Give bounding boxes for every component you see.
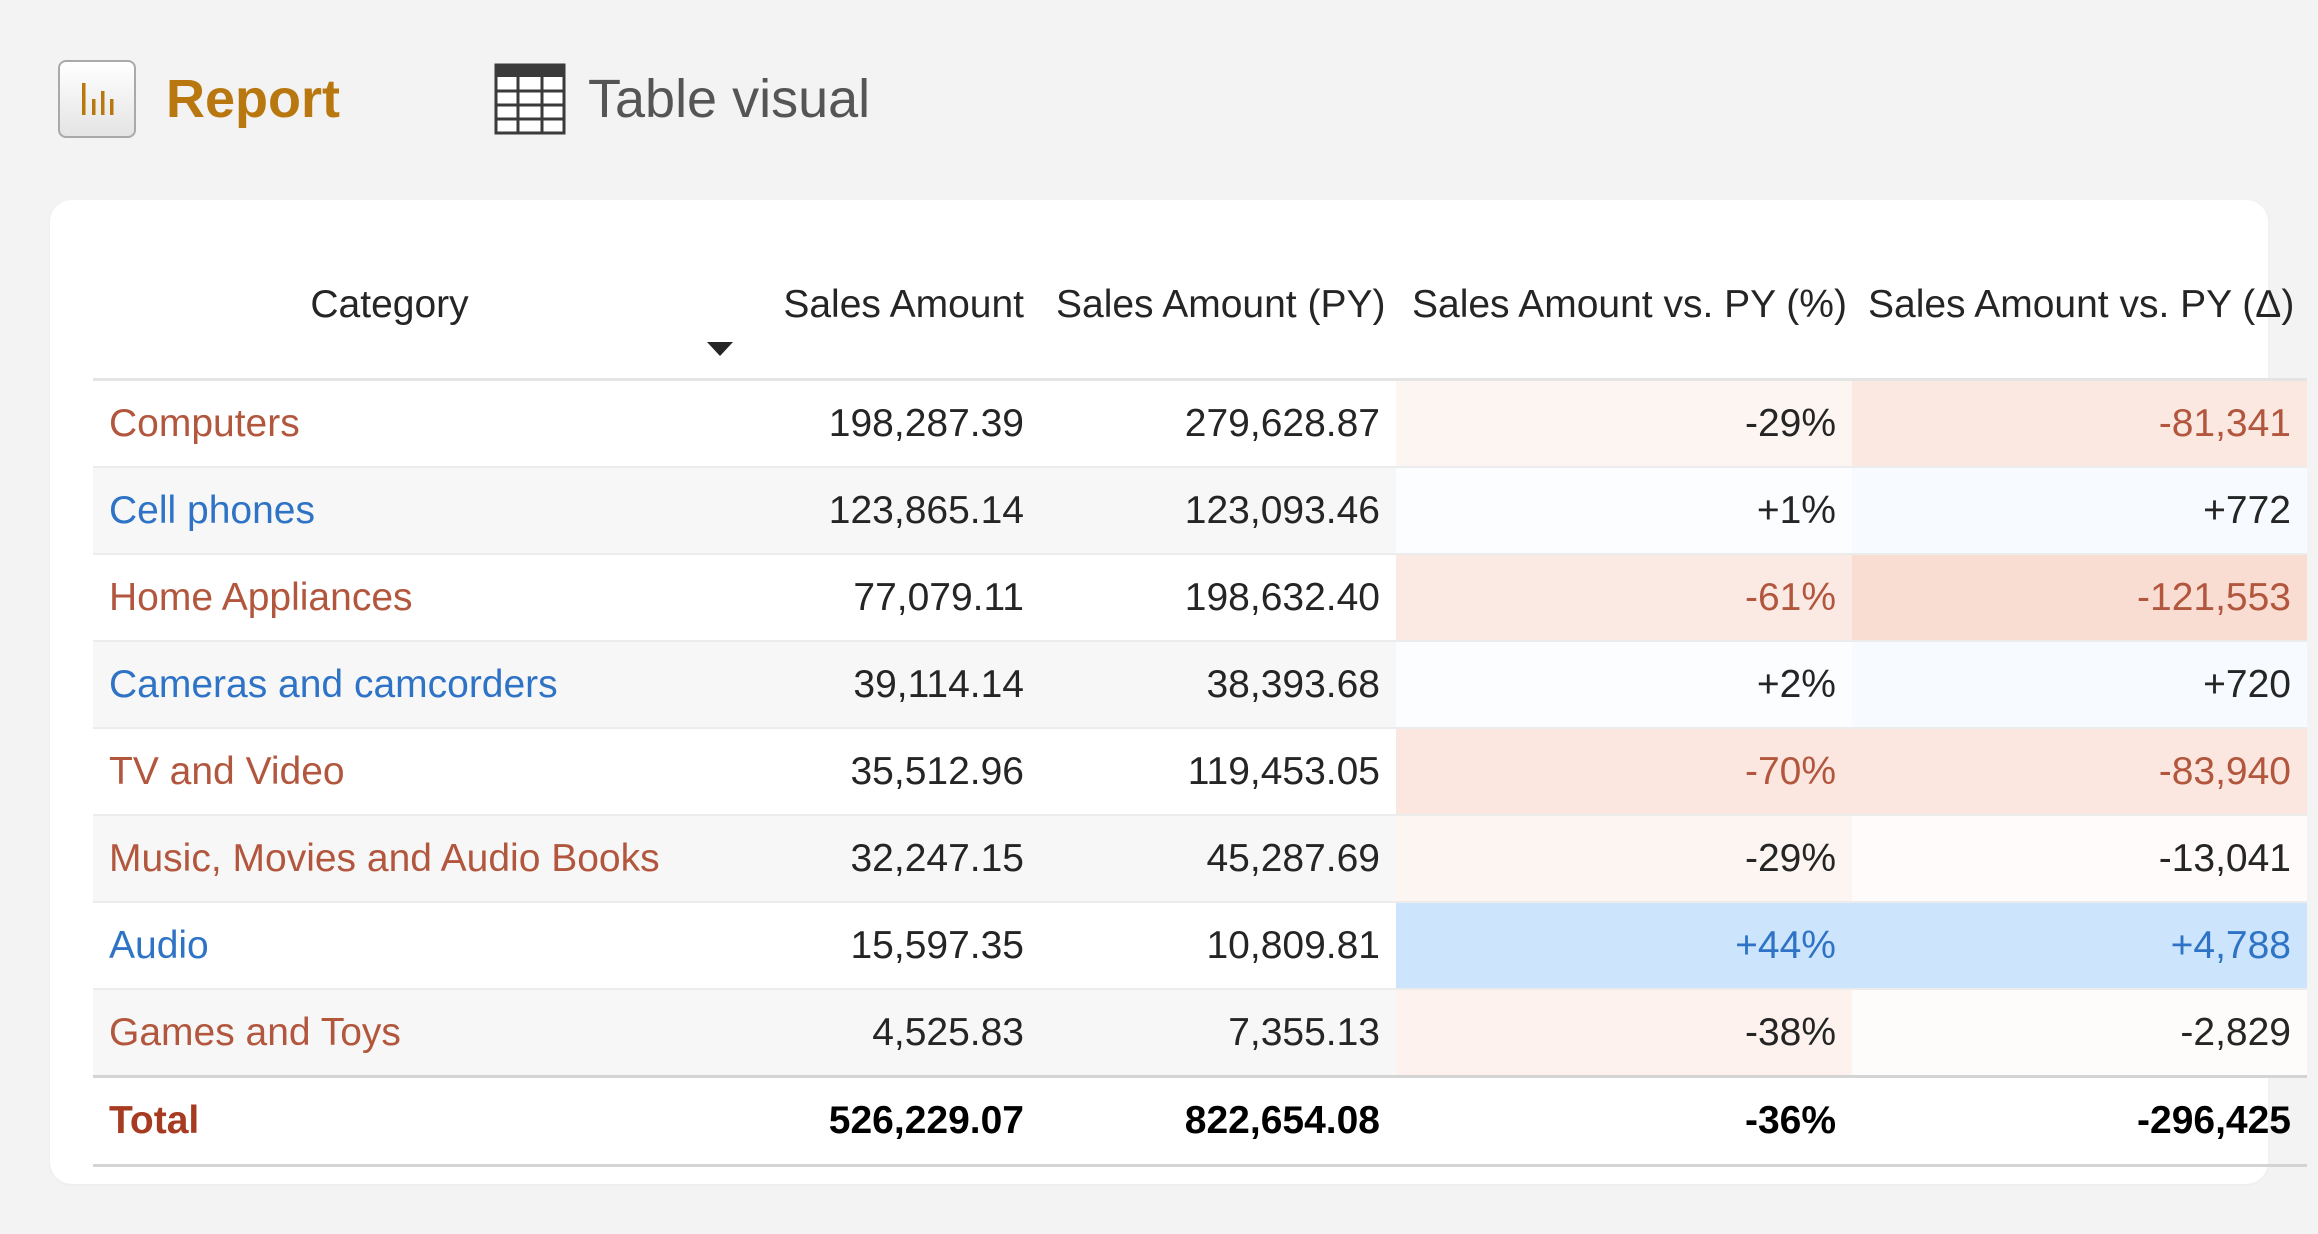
table-grid-icon [494, 63, 566, 135]
table-row[interactable]: Computers 198,287.39 279,628.87 -29% -81… [93, 379, 2307, 468]
report-label: Report [166, 69, 340, 129]
category-cell: Cameras and camcorders [93, 641, 686, 729]
total-row: Total 526,229.07 822,654.08 -36% -296,42… [93, 1076, 2307, 1167]
sales-amount-py-cell: 38,393.68 [1040, 641, 1396, 729]
table-visual-card: Category Sales Amount Sales Amount (PY) … [50, 200, 2307, 1184]
sales-amount-py-cell: 123,093.46 [1040, 467, 1396, 555]
total-vs-py-percent: -36% [1396, 1076, 1852, 1167]
table-visual-label: Table visual [588, 69, 871, 129]
table-header-row: Category Sales Amount Sales Amount (PY) … [93, 232, 2307, 381]
vs-py-percent-cell: -38% [1396, 989, 1852, 1078]
vs-py-delta-cell: -81,341 [1852, 379, 2307, 468]
sales-amount-cell: 35,512.96 [686, 728, 1040, 816]
vs-py-percent-cell: -29% [1396, 815, 1852, 903]
category-cell: Home Appliances [93, 554, 686, 642]
sales-amount-cell: 15,597.35 [686, 902, 1040, 990]
total-label: Total [93, 1076, 686, 1167]
column-header-sales-amount[interactable]: Sales Amount [686, 232, 1040, 381]
vs-py-percent-cell: +2% [1396, 641, 1852, 729]
sales-amount-cell: 198,287.39 [686, 379, 1040, 468]
sales-amount-py-cell: 10,809.81 [1040, 902, 1396, 990]
sales-amount-cell: 123,865.14 [686, 467, 1040, 555]
category-cell: TV and Video [93, 728, 686, 816]
sales-amount-cell: 39,114.14 [686, 641, 1040, 729]
report-button[interactable] [58, 60, 136, 138]
total-vs-py-delta: -296,425 [1852, 1076, 2307, 1167]
sales-amount-cell: 4,525.83 [686, 989, 1040, 1078]
table-row[interactable]: Music, Movies and Audio Books 32,247.15 … [93, 815, 2307, 903]
column-header-vs-py-delta[interactable]: Sales Amount vs. PY (Δ) [1852, 232, 2307, 381]
vs-py-delta-cell: -83,940 [1852, 728, 2307, 816]
vs-py-percent-cell: -29% [1396, 379, 1852, 468]
table-row[interactable]: Cameras and camcorders 39,114.14 38,393.… [93, 641, 2307, 729]
sales-table: Category Sales Amount Sales Amount (PY) … [93, 232, 2307, 1167]
sales-amount-py-cell: 45,287.69 [1040, 815, 1396, 903]
vs-py-percent-cell: +44% [1396, 902, 1852, 990]
total-sales-amount: 526,229.07 [686, 1076, 1040, 1167]
vs-py-percent-cell: -70% [1396, 728, 1852, 816]
column-header-label: Sales Amount [783, 283, 1024, 326]
vs-py-percent-cell: -61% [1396, 554, 1852, 642]
sales-amount-cell: 32,247.15 [686, 815, 1040, 903]
column-header-category[interactable]: Category [93, 232, 686, 381]
category-cell: Audio [93, 902, 686, 990]
table-row[interactable]: Cell phones 123,865.14 123,093.46 +1% +7… [93, 467, 2307, 555]
vs-py-delta-cell: -121,553 [1852, 554, 2307, 642]
vs-py-percent-cell: +1% [1396, 467, 1852, 555]
vs-py-delta-cell: +4,788 [1852, 902, 2307, 990]
vs-py-delta-cell: +772 [1852, 467, 2307, 555]
vs-py-delta-cell: +720 [1852, 641, 2307, 729]
vs-py-delta-cell: -13,041 [1852, 815, 2307, 903]
column-header-vs-py-percent[interactable]: Sales Amount vs. PY (%) [1396, 232, 1852, 381]
bar-chart-icon [82, 83, 114, 115]
total-sales-amount-py: 822,654.08 [1040, 1076, 1396, 1167]
table-row[interactable]: TV and Video 35,512.96 119,453.05 -70% -… [93, 728, 2307, 816]
sort-descending-icon[interactable] [707, 342, 733, 356]
sales-amount-cell: 77,079.11 [686, 554, 1040, 642]
table-row[interactable]: Games and Toys 4,525.83 7,355.13 -38% -2… [93, 989, 2307, 1078]
category-cell: Computers [93, 379, 686, 468]
category-cell: Music, Movies and Audio Books [93, 815, 686, 903]
table-row[interactable]: Home Appliances 77,079.11 198,632.40 -61… [93, 554, 2307, 642]
category-cell: Games and Toys [93, 989, 686, 1078]
sales-amount-py-cell: 119,453.05 [1040, 728, 1396, 816]
vs-py-delta-cell: -2,829 [1852, 989, 2307, 1078]
category-cell: Cell phones [93, 467, 686, 555]
sales-amount-py-cell: 7,355.13 [1040, 989, 1396, 1078]
sales-amount-py-cell: 198,632.40 [1040, 554, 1396, 642]
column-header-sales-amount-py[interactable]: Sales Amount (PY) [1040, 232, 1396, 381]
page-header: Report Table visual [58, 56, 870, 142]
table-row[interactable]: Audio 15,597.35 10,809.81 +44% +4,788 [93, 902, 2307, 990]
sales-amount-py-cell: 279,628.87 [1040, 379, 1396, 468]
